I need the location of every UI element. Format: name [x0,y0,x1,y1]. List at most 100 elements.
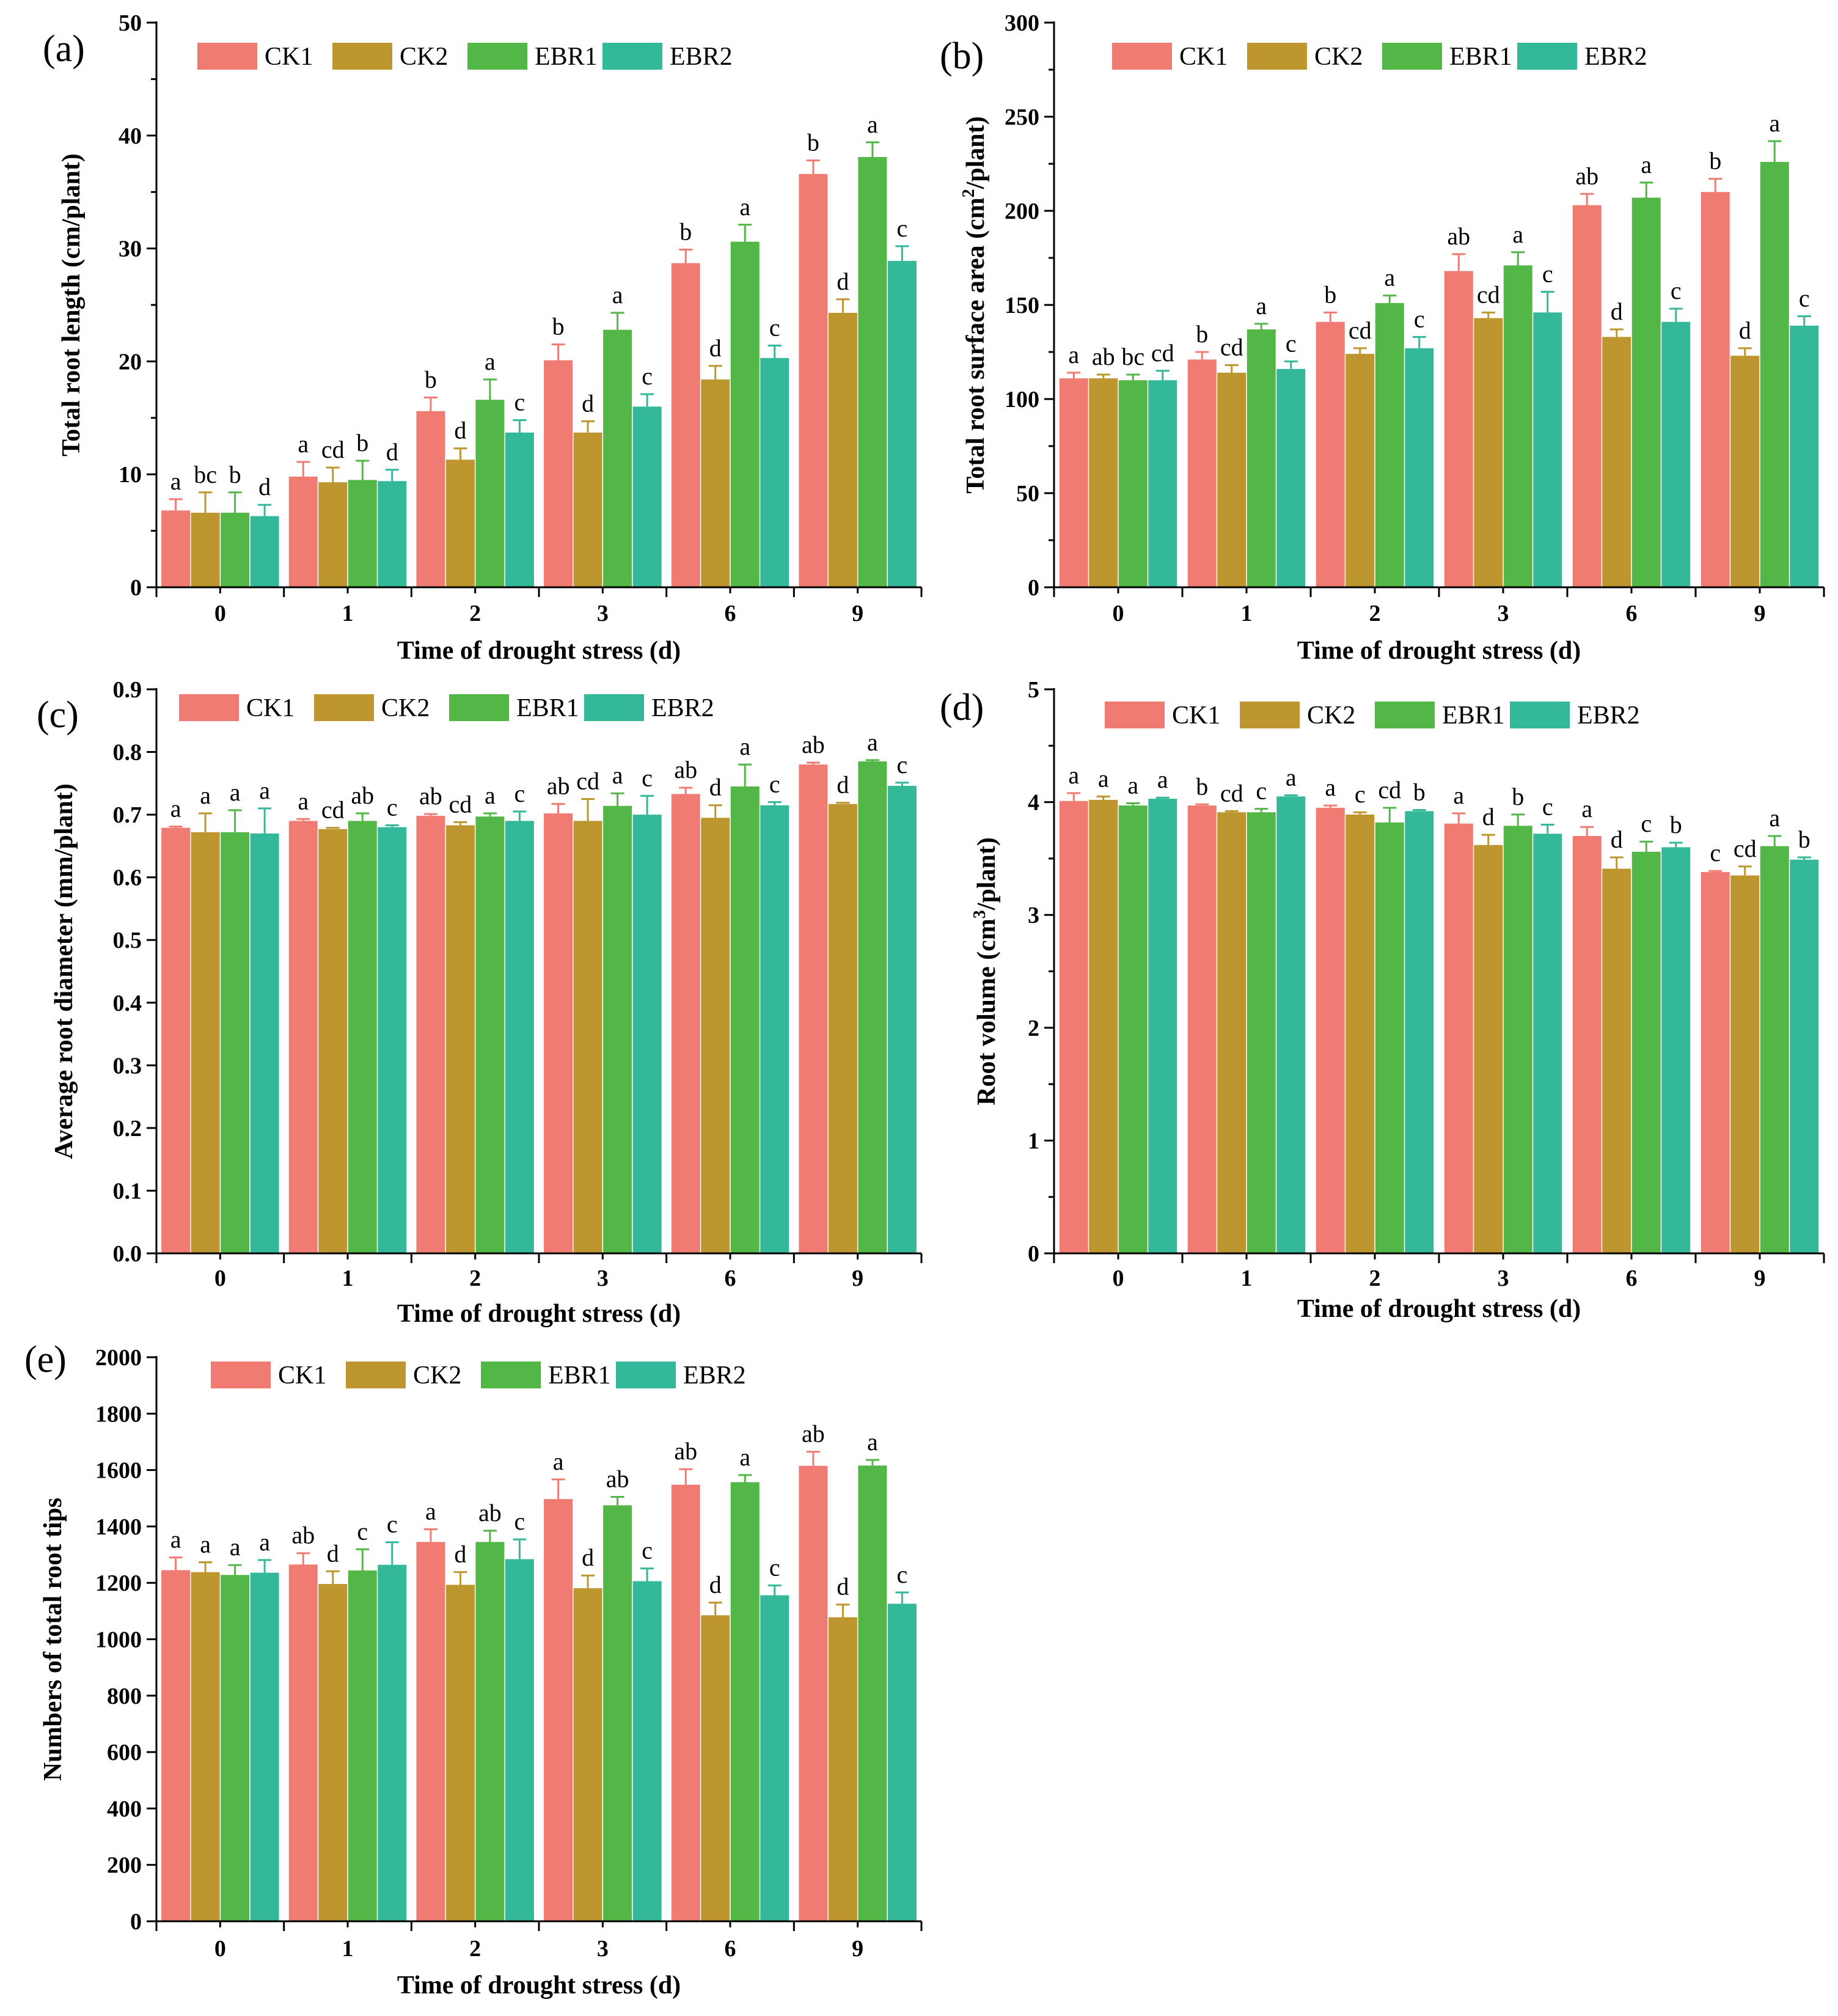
significance-letter: cd [1477,280,1500,308]
bar-ck2-6 [1602,337,1631,587]
significance-letter: a [1286,764,1297,791]
significance-letter: b [807,128,819,156]
significance-letter: a [739,733,750,760]
bar-ck1-2 [416,1542,445,1921]
x-tick-label: 6 [1626,1266,1638,1291]
y-tick-label: 30 [119,236,142,262]
bar-ebr1-1 [348,821,377,1253]
x-tick-label: 6 [725,601,736,626]
bar-ck1-3 [1444,823,1473,1253]
bar-ck2-3 [1474,845,1503,1253]
significance-letter: c [1710,839,1721,867]
bar-ebr2-3 [632,406,662,587]
significance-letter: b [1709,147,1721,175]
bar-ebr2-6 [760,357,789,587]
significance-letter: c [387,1511,398,1538]
y-tick-label: 0 [1028,575,1039,601]
legend-label-ebr2: EBR2 [651,694,714,722]
bar-ebr1-9 [1760,161,1789,587]
significance-letter: d [1611,298,1623,325]
bar-ck2-1 [1217,372,1247,587]
legend-label-ck1: CK1 [265,43,313,71]
x-tick-label: 0 [214,1936,226,1962]
significance-letter: b [552,313,565,340]
significance-letter: c [769,1553,780,1581]
y-tick-label: 1000 [95,1627,142,1653]
bar-ck2-1 [1217,812,1247,1253]
y-tick-label: 5 [1028,677,1039,703]
bar-ck1-1 [1187,805,1217,1253]
legend-label-ck1: CK1 [278,1362,326,1390]
significance-letter: a [200,1531,211,1558]
bar-ebr1-3 [603,805,632,1253]
significance-letter: a [1325,774,1336,801]
significance-letter: cd [321,796,345,824]
y-tick-label: 2 [1028,1016,1039,1041]
significance-letter: d [1611,826,1623,853]
legend-label-ck2: CK2 [1314,43,1363,71]
x-tick-label: 1 [342,1266,354,1291]
x-axis-label: Time of drought stress (d) [1297,1295,1581,1323]
significance-letter: a [170,795,181,823]
bar-ebr1-0 [221,513,250,587]
bar-ck1-9 [1701,872,1730,1253]
legend-label-ebr1: EBR1 [516,694,579,722]
significance-letter: a [1098,764,1109,792]
legend-swatch-ck2 [346,1362,406,1388]
significance-letter: a [1256,292,1267,320]
y-tick-label: 0.7 [113,802,142,828]
significance-letter: c [1542,793,1553,821]
y-axis-label: Root volume (cm3/plant) [970,837,1001,1105]
significance-letter: c [1414,305,1425,332]
significance-letter: c [1542,260,1553,287]
bar-ebr1-2 [475,816,505,1253]
bar-ebr2-3 [632,1581,662,1921]
significance-letter: ab [291,1522,315,1549]
x-axis-label: Time of drought stress (d) [1297,637,1581,665]
bar-ck2-3 [573,432,602,587]
bar-ck2-9 [1730,875,1760,1253]
y-tick-label: 0 [1028,1241,1039,1267]
bar-ebr2-1 [378,1564,407,1921]
bar-ck2-2 [1346,814,1375,1253]
y-tick-label: 2000 [95,1345,142,1371]
panel-label: (d) [940,687,984,728]
bar-ebr2-9 [1790,859,1819,1253]
bar-ebr2-2 [505,432,534,587]
bar-ck1-6 [1572,835,1602,1253]
x-tick-label: 9 [1754,1266,1766,1291]
bar-ebr2-1 [1276,368,1306,587]
legend-label-ebr1: EBR1 [535,43,598,71]
significance-letter: ab [351,782,374,809]
legend-label-ebr2: EBR2 [1577,702,1640,730]
significance-letter: a [553,1448,564,1475]
bar-ck2-9 [1730,356,1760,587]
significance-letter: a [230,779,241,806]
y-tick-label: 0.8 [113,740,142,766]
bar-ebr1-9 [1760,846,1789,1253]
legend-swatch-ck2 [332,43,392,70]
bar-ck2-2 [1346,354,1375,587]
x-tick-label: 3 [597,601,609,626]
significance-letter: d [1739,317,1751,344]
significance-letter: c [897,751,908,779]
significance-letter: b [356,429,368,456]
bar-ck2-0 [191,832,220,1253]
bar-ck1-9 [799,174,828,588]
significance-letter: d [327,1539,339,1567]
bar-ck1-9 [799,764,828,1253]
bar-ck1-9 [799,1465,828,1921]
significance-letter: a [612,281,623,309]
significance-letter: a [1769,804,1780,832]
x-tick-label: 1 [342,601,354,626]
significance-letter: c [1256,777,1267,805]
bar-ck2-9 [828,1617,857,1921]
significance-letter: cd [1349,317,1372,344]
significance-letter: c [769,771,780,798]
panel-label: (c) [37,694,79,736]
significance-letter: a [1068,761,1079,789]
bar-ck1-1 [288,1564,318,1921]
bar-ebr1-2 [475,1542,505,1921]
x-tick-label: 9 [852,1936,863,1962]
